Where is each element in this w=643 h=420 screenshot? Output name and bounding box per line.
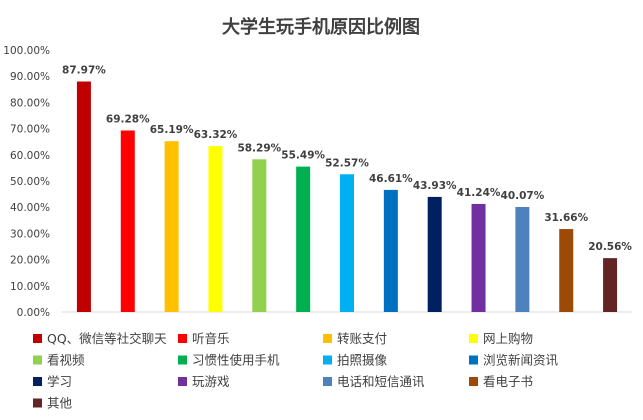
bar bbox=[208, 146, 223, 312]
legend-label: 浏览新闻资讯 bbox=[483, 353, 559, 368]
legend-label: 其他 bbox=[47, 396, 73, 411]
data-label: 87.97% bbox=[62, 65, 106, 77]
y-tick-label: 80.00% bbox=[10, 97, 50, 109]
data-label: 65.19% bbox=[150, 124, 194, 136]
data-label: 52.57% bbox=[325, 157, 369, 169]
y-tick-label: 0.00% bbox=[17, 307, 50, 319]
bar bbox=[603, 258, 618, 312]
legend-label: 学习 bbox=[47, 374, 72, 389]
data-label: 46.61% bbox=[369, 173, 413, 185]
bar bbox=[340, 174, 354, 312]
legend-swatch bbox=[33, 377, 42, 386]
legend-swatch bbox=[469, 377, 478, 386]
bar bbox=[471, 203, 486, 312]
data-label: 58.29% bbox=[237, 142, 281, 154]
y-tick-label: 10.00% bbox=[10, 281, 50, 293]
legend-swatch bbox=[323, 377, 332, 386]
y-axis: 0.00% 10.00% 20.00% 30.00% 40.00% 50.00% 60.00… bbox=[3, 45, 632, 319]
bar bbox=[515, 207, 530, 312]
legend-swatch bbox=[323, 355, 332, 365]
legend-label: 电话和短信通讯 bbox=[337, 374, 425, 389]
legend-label: 玩游戏 bbox=[192, 374, 230, 389]
y-tick-label: 90.00% bbox=[10, 71, 50, 83]
y-tick-label: 20.00% bbox=[10, 255, 50, 267]
legend-swatch bbox=[178, 334, 187, 343]
data-label: 63.32% bbox=[194, 129, 238, 141]
bar bbox=[559, 229, 574, 312]
data-labels: 87.97% 69.28%65.19% 63.32%58.29%55.49%52.5… bbox=[62, 65, 632, 254]
data-label: 31.66% bbox=[544, 212, 588, 224]
data-label: 41.24% bbox=[457, 187, 501, 199]
legend-label: 看视频 bbox=[47, 353, 85, 368]
y-tick-label: 100.00% bbox=[3, 45, 50, 57]
data-label: 55.49% bbox=[281, 150, 325, 162]
legend-swatch bbox=[469, 334, 478, 343]
y-tick-label: 40.00% bbox=[10, 202, 50, 214]
data-label: 40.07% bbox=[501, 190, 545, 202]
bar bbox=[164, 141, 179, 312]
legend-swatch bbox=[178, 355, 187, 365]
legend-label: 习惯性使用手机 bbox=[192, 353, 280, 368]
bar bbox=[296, 166, 311, 312]
legend-swatch bbox=[323, 334, 332, 343]
legend-swatch bbox=[33, 355, 42, 365]
legend-swatch bbox=[33, 334, 42, 343]
chart-title: 大学生玩手机原因比例图 bbox=[222, 16, 420, 38]
legend-label: QQ、微信等社交聊天 bbox=[47, 331, 167, 346]
legend-label: 看电子书 bbox=[483, 374, 533, 389]
legend-swatch bbox=[178, 377, 187, 386]
data-label: 43.93% bbox=[413, 180, 457, 192]
bars bbox=[76, 81, 618, 312]
y-tick-label: 60.00% bbox=[10, 150, 50, 162]
data-label: 20.56% bbox=[588, 241, 632, 253]
bar bbox=[120, 130, 135, 312]
bar bbox=[383, 189, 398, 312]
bar bbox=[427, 196, 442, 312]
data-label: 69.28% bbox=[106, 113, 150, 125]
y-tick-label: 30.00% bbox=[10, 228, 50, 240]
bar bbox=[252, 159, 267, 312]
legend-label: 转账支付 bbox=[337, 331, 387, 346]
legend-label: 听音乐 bbox=[192, 331, 230, 346]
legend-label: 拍照摄像 bbox=[337, 353, 388, 368]
legend-swatch bbox=[33, 398, 42, 408]
y-tick-label: 50.00% bbox=[10, 176, 50, 188]
legend-label: 网上购物 bbox=[483, 331, 533, 346]
y-tick-label: 70.00% bbox=[10, 124, 50, 136]
legend-swatch bbox=[469, 355, 478, 365]
bar bbox=[76, 81, 91, 312]
